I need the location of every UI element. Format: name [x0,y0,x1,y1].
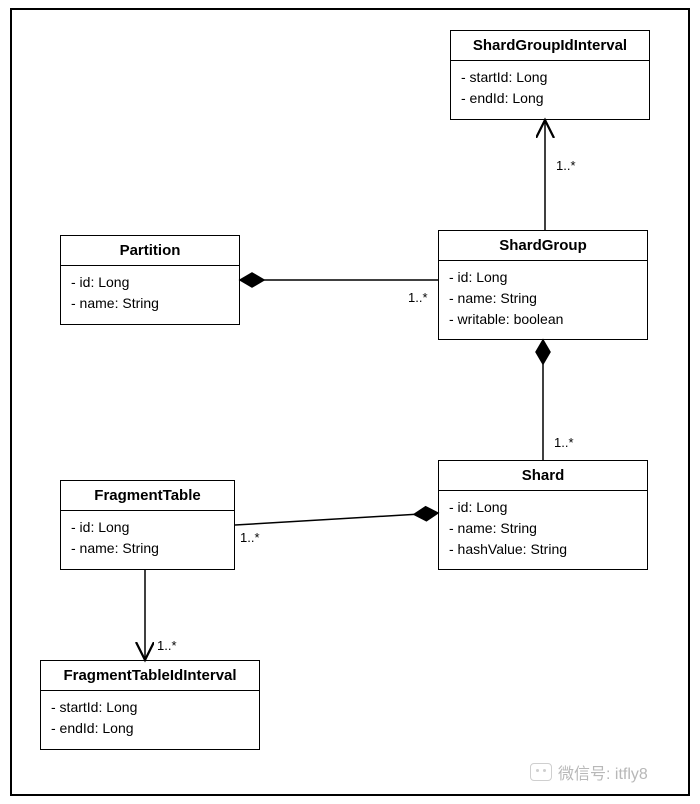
class-attr: - id: Long [71,517,224,538]
class-fragmenttable: FragmentTable - id: Long- name: String [60,480,235,570]
class-attrs: - startId: Long- endId: Long [451,61,649,117]
multiplicity-label: 1..* [556,158,576,173]
class-title: ShardGroupIdInterval [451,31,649,61]
class-title: Shard [439,461,647,491]
class-title: ShardGroup [439,231,647,261]
class-shardgroupidinterval: ShardGroupIdInterval - startId: Long- en… [450,30,650,120]
class-attr: - id: Long [449,497,637,518]
class-shardgroup: ShardGroup - id: Long- name: String- wri… [438,230,648,340]
class-attr: - name: String [449,518,637,539]
class-title: Partition [61,236,239,266]
class-attrs: - id: Long- name: String [61,266,239,322]
class-attr: - name: String [449,288,637,309]
class-attrs: - id: Long- name: String- hashValue: Str… [439,491,647,568]
multiplicity-label: 1..* [554,435,574,450]
class-attrs: - id: Long- name: String [61,511,234,567]
class-fragmenttableidinterval: FragmentTableIdInterval - startId: Long-… [40,660,260,750]
class-attrs: - startId: Long- endId: Long [41,691,259,747]
class-attr: - writable: boolean [449,309,637,330]
watermark-text: 微信号: itfly8 [558,760,648,784]
class-title: FragmentTableIdInterval [41,661,259,691]
class-attr: - id: Long [449,267,637,288]
class-attr: - hashValue: String [449,539,637,560]
class-attr: - startId: Long [461,67,639,88]
diagram-canvas: ShardGroupIdInterval - startId: Long- en… [0,0,700,804]
class-attr: - name: String [71,538,224,559]
wechat-icon [530,763,552,781]
class-attrs: - id: Long- name: String- writable: bool… [439,261,647,338]
class-partition: Partition - id: Long- name: String [60,235,240,325]
class-shard: Shard - id: Long- name: String- hashValu… [438,460,648,570]
class-attr: - endId: Long [51,718,249,739]
multiplicity-label: 1..* [157,638,177,653]
class-attr: - endId: Long [461,88,639,109]
multiplicity-label: 1..* [240,530,260,545]
class-attr: - name: String [71,293,229,314]
class-title: FragmentTable [61,481,234,511]
class-attr: - startId: Long [51,697,249,718]
class-attr: - id: Long [71,272,229,293]
watermark: 微信号: itfly8 [530,760,648,784]
multiplicity-label: 1..* [408,290,428,305]
